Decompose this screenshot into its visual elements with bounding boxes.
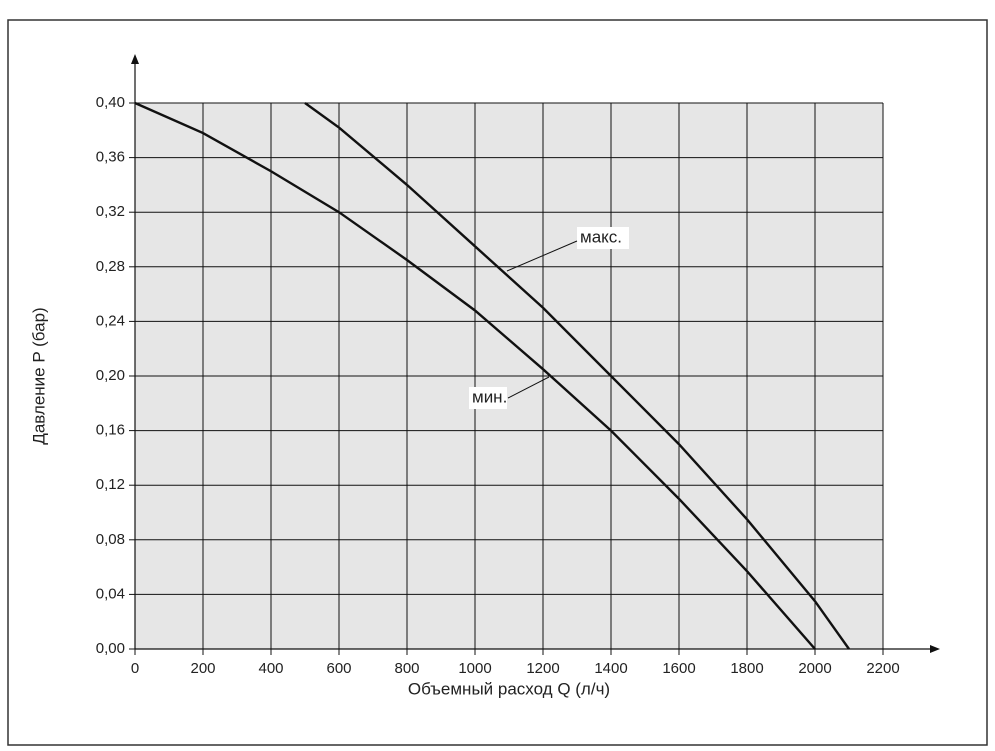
line: [134, 101, 816, 650]
x-tick-label: 0: [131, 660, 139, 677]
y-tick-label: 0,04: [96, 585, 125, 602]
x-tick-label: 2000: [798, 660, 831, 677]
x-axis-label: Объемный расход Q (л/ч): [408, 679, 610, 698]
x-tick-label: 800: [394, 660, 419, 677]
y-axis-label: Давление P (бар): [29, 307, 48, 444]
y-arrow: [131, 54, 139, 64]
leader-line: [507, 376, 550, 399]
label-bg: [577, 227, 629, 249]
x-tick-label: 1400: [594, 660, 627, 677]
series-label: макс.: [580, 227, 622, 246]
y-tick-label: 0,28: [96, 258, 125, 275]
y-tick-label: 0,32: [96, 203, 125, 220]
x-tick-label: 400: [258, 660, 283, 677]
y-tick-label: 0,20: [96, 367, 125, 384]
x-tick-label: 2200: [866, 660, 899, 677]
x-tick-label: 200: [190, 660, 215, 677]
line: [304, 102, 850, 650]
x-tick-label: 1000: [458, 660, 491, 677]
y-tick-label: 0,08: [96, 531, 125, 548]
leader-line: [506, 240, 578, 272]
y-tick-label: 0,40: [96, 94, 125, 111]
frame: [7, 19, 988, 746]
x-tick-label: 1600: [662, 660, 695, 677]
y-tick-label: 0,24: [96, 312, 125, 329]
x-arrow: [930, 645, 940, 653]
label-bg: [469, 387, 507, 409]
x-tick-label: 600: [326, 660, 351, 677]
series-label: мин.: [472, 387, 507, 406]
x-tick-label: 1200: [526, 660, 559, 677]
x-tick-label: 1800: [730, 660, 763, 677]
y-tick-label: 0,36: [96, 149, 125, 166]
y-tick-label: 0,16: [96, 422, 125, 439]
y-tick-label: 0,12: [96, 476, 125, 493]
y-tick-label: 0,00: [96, 640, 125, 657]
